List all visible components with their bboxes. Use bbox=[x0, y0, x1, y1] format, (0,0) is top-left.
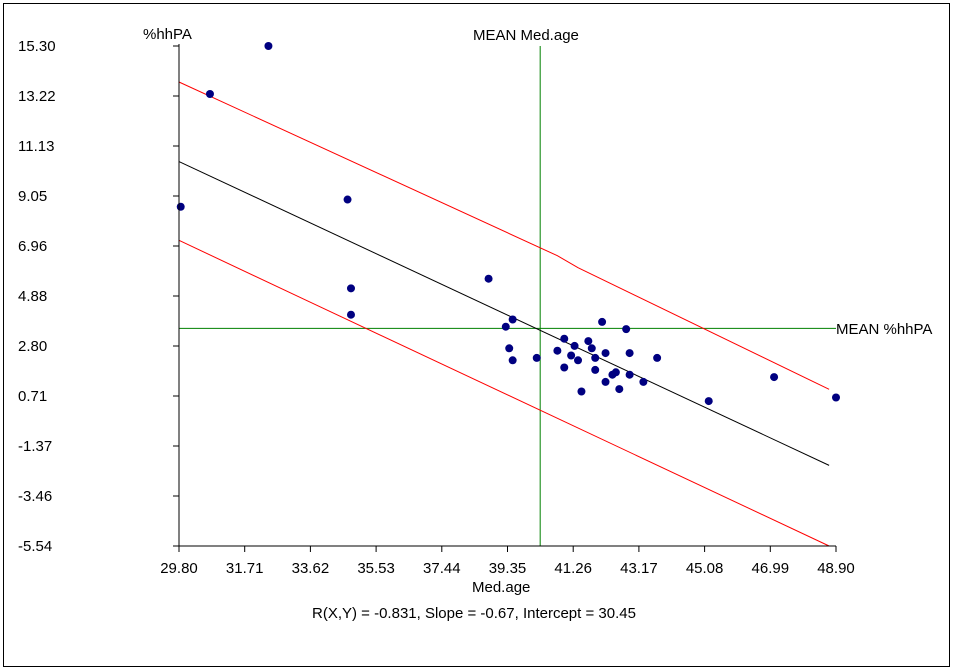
stats-caption: R(X,Y) = -0.831, Slope = -0.67, Intercep… bbox=[312, 605, 636, 622]
data-point bbox=[653, 353, 662, 362]
data-point bbox=[176, 202, 185, 211]
data-point bbox=[625, 349, 634, 358]
y-tick-label: -1.37 bbox=[18, 438, 52, 455]
data-point bbox=[591, 365, 600, 374]
data-point bbox=[553, 346, 562, 355]
y-tick-label: 13.22 bbox=[18, 88, 56, 105]
data-point bbox=[574, 356, 583, 365]
data-point bbox=[639, 377, 648, 386]
data-point bbox=[484, 274, 493, 283]
data-point bbox=[532, 353, 541, 362]
data-point bbox=[264, 42, 273, 50]
data-point bbox=[570, 341, 579, 350]
x-tick-label: 48.90 bbox=[817, 560, 855, 577]
y-tick-label: 0.71 bbox=[18, 388, 47, 405]
data-point bbox=[832, 393, 840, 402]
data-point bbox=[346, 284, 355, 293]
x-tick-label: 46.99 bbox=[752, 560, 790, 577]
data-point bbox=[205, 89, 214, 98]
y-tick-label: 9.05 bbox=[18, 188, 47, 205]
regression-line bbox=[178, 161, 830, 466]
y-tick-label: -5.54 bbox=[18, 538, 52, 555]
lines-layer bbox=[178, 46, 836, 547]
data-point bbox=[622, 325, 631, 334]
y-tick-label: 2.80 bbox=[18, 338, 47, 355]
y-tick-label: 6.96 bbox=[18, 238, 47, 255]
y-tick-label: -3.46 bbox=[18, 488, 52, 505]
data-point bbox=[567, 351, 576, 360]
y-tick-label: 15.30 bbox=[18, 38, 56, 55]
data-point bbox=[508, 315, 517, 324]
data-point bbox=[343, 195, 352, 204]
data-point bbox=[584, 337, 593, 346]
data-point bbox=[611, 368, 620, 377]
data-point bbox=[587, 344, 596, 353]
confidence-lower-line bbox=[178, 239, 830, 547]
x-tick-label: 37.44 bbox=[423, 560, 461, 577]
x-tick-label: 33.62 bbox=[292, 560, 330, 577]
chart-frame bbox=[3, 3, 950, 667]
mean-x-label: MEAN Med.age bbox=[473, 27, 579, 44]
confidence-upper-line bbox=[178, 81, 830, 390]
x-tick-label: 45.08 bbox=[686, 560, 724, 577]
axes-layer bbox=[178, 44, 836, 547]
data-point bbox=[615, 385, 624, 394]
x-tick-label: 41.26 bbox=[554, 560, 592, 577]
data-point bbox=[560, 334, 569, 343]
x-tick-label: 29.80 bbox=[160, 560, 198, 577]
y-axis-label: %hhPA bbox=[143, 26, 192, 43]
data-point bbox=[505, 344, 514, 353]
y-tick-label: 4.88 bbox=[18, 288, 47, 305]
data-point bbox=[501, 322, 510, 331]
x-tick-label: 31.71 bbox=[226, 560, 264, 577]
data-point bbox=[560, 363, 569, 372]
y-tick-label: 11.13 bbox=[18, 138, 54, 155]
data-point bbox=[704, 397, 713, 406]
data-point bbox=[601, 377, 610, 386]
data-point bbox=[625, 370, 634, 379]
ticks-layer: 15.30 13.22 11.13 9.05 6.96 4.88 2.80 0.71 -1.37… bbox=[18, 38, 855, 577]
x-axis-label: Med.age bbox=[472, 579, 530, 596]
x-tick-label: 39.35 bbox=[489, 560, 527, 577]
data-point bbox=[508, 356, 517, 365]
x-tick-label: 43.17 bbox=[620, 560, 658, 577]
data-point bbox=[591, 353, 600, 362]
points-layer bbox=[176, 42, 840, 406]
x-tick-label: 35.53 bbox=[357, 560, 395, 577]
data-point bbox=[598, 317, 607, 326]
mean-y-label: MEAN %hhPA bbox=[836, 321, 932, 338]
data-point bbox=[346, 310, 355, 319]
data-point bbox=[601, 349, 610, 358]
data-point bbox=[770, 373, 779, 382]
data-point bbox=[577, 387, 586, 396]
